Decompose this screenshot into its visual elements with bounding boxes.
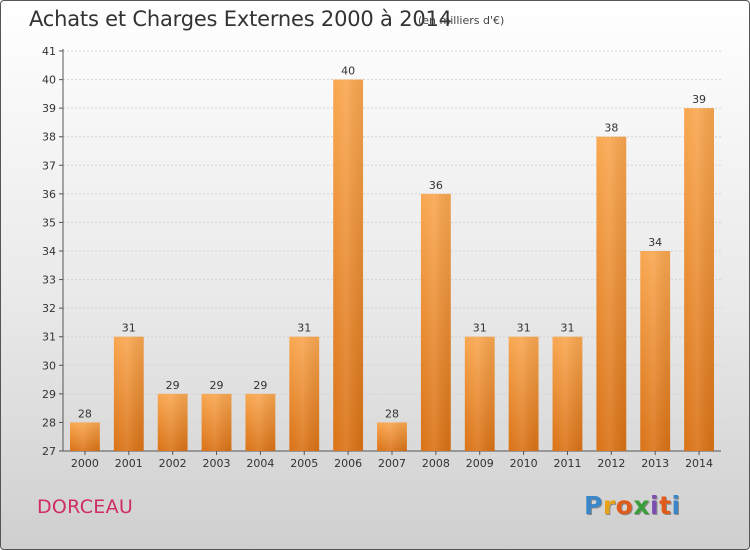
y-tick-label: 40 [42,74,56,87]
bar-shine [377,422,407,451]
x-tick-label: 2001 [115,457,143,470]
bar-shine [640,251,671,451]
bar-value-label: 29 [210,379,224,392]
bar-shine [333,79,364,452]
y-tick-label: 30 [42,359,56,372]
y-tick-label: 41 [42,45,56,58]
x-tick-label: 2002 [159,457,187,470]
y-tick-label: 38 [42,131,56,144]
bar-value-label: 38 [604,122,618,135]
y-tick-label: 28 [42,416,56,429]
logo-letter: r [602,491,616,520]
x-tick-label: 2004 [246,457,274,470]
y-tick-label: 32 [42,302,56,315]
x-tick-label: 2009 [466,457,494,470]
proxiti-logo: Proxiti [584,491,681,520]
x-tick-label: 2006 [334,457,362,470]
bar-value-label: 28 [385,407,399,420]
x-tick-label: 2005 [290,457,318,470]
bar-value-label: 31 [473,322,487,335]
x-tick-label: 2012 [597,457,625,470]
logo-letter: t [659,491,672,520]
bar-value-label: 28 [78,407,92,420]
logo-letter: x [633,491,650,520]
bar-shine [596,136,627,451]
x-tick-label: 2011 [553,457,581,470]
chart-title: Achats et Charges Externes 2000 à 2014 [29,7,452,31]
x-tick-label: 2013 [641,457,669,470]
bar-shine [684,108,714,452]
bar-shine [245,393,276,451]
chart-subtitle: (en milliers d'€) [418,14,505,27]
bar-value-label: 31 [517,322,531,335]
bar-value-label: 31 [297,322,311,335]
logo-letter: i [650,491,660,520]
x-tick-label: 2014 [685,457,713,470]
logo-letter: P [584,491,603,520]
y-tick-label: 39 [42,102,56,115]
bar-value-label: 40 [341,65,355,78]
bar-shine [70,422,100,451]
bar-shine [420,193,451,451]
logo-letter: o [615,491,634,520]
logo-letter: i [671,491,681,520]
y-tick-label: 36 [42,188,56,201]
bar-value-label: 36 [429,179,443,192]
x-tick-label: 2010 [510,457,538,470]
x-tick-label: 2008 [422,457,450,470]
y-tick-label: 29 [42,388,56,401]
bar-shine [157,393,188,451]
bar-shine [289,336,320,451]
bar-value-label: 29 [253,379,267,392]
y-tick-label: 31 [42,331,56,344]
y-tick-label: 37 [42,159,56,172]
y-tick-label: 27 [42,445,56,458]
bar-shine [113,336,144,451]
x-tick-label: 2007 [378,457,406,470]
x-tick-label: 2003 [203,457,231,470]
y-tick-label: 33 [42,274,56,287]
bar-value-label: 31 [122,322,136,335]
bar-shine [552,336,583,451]
place-name: DORCEAU [37,496,134,518]
bar-value-label: 29 [166,379,180,392]
y-tick-label: 35 [42,216,56,229]
x-tick-label: 2000 [71,457,99,470]
y-tick-label: 34 [42,245,56,258]
bar-value-label: 39 [692,93,706,106]
bar-value-label: 34 [648,236,662,249]
bar-value-label: 31 [560,322,574,335]
bar-shine [508,336,539,451]
bar-shine [464,336,495,451]
bar-shine [201,393,232,451]
